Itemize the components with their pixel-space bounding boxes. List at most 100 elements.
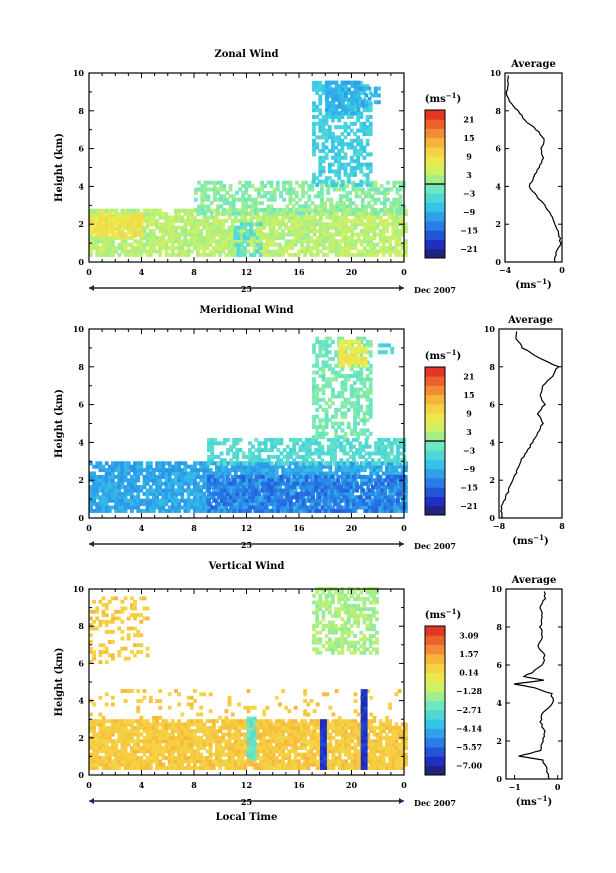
heatmap-cell xyxy=(158,222,163,227)
heatmap-cell xyxy=(164,508,169,513)
heatmap-cell xyxy=(318,118,323,123)
heatmap-cell xyxy=(117,719,122,724)
heatmap-cell xyxy=(254,508,259,513)
heatmap-cell xyxy=(298,197,302,202)
heatmap-cell xyxy=(356,421,360,426)
heatmap-cell xyxy=(98,217,103,221)
heatmap-cell xyxy=(89,461,93,466)
heatmap-cell xyxy=(164,471,169,476)
heatmap-cell xyxy=(203,187,208,192)
heatmap-cell xyxy=(359,387,364,392)
heatmap-cell xyxy=(394,232,399,237)
heatmap-cell xyxy=(359,183,364,187)
heatmap-cell xyxy=(92,766,96,770)
heatmap-cell xyxy=(126,488,131,493)
heatmap-cell xyxy=(222,441,227,446)
heatmap-cell xyxy=(101,213,106,218)
heatmap-cell xyxy=(389,485,394,490)
heatmap-cell xyxy=(350,104,355,109)
heatmap-cell xyxy=(346,374,351,378)
heatmap-cell xyxy=(282,491,287,496)
heatmap-cell xyxy=(320,505,325,510)
heatmap-cell xyxy=(341,356,346,361)
heatmap-cell xyxy=(396,437,400,442)
heatmap-cell xyxy=(287,212,292,217)
heatmap-cell xyxy=(104,227,109,232)
heatmap-cell xyxy=(347,471,352,476)
heatmap-cell xyxy=(383,458,388,463)
heatmap-cell xyxy=(318,159,323,164)
heatmap-cell xyxy=(312,215,317,220)
heatmap-cell xyxy=(92,481,96,486)
heatmap-cell xyxy=(123,505,128,510)
heatmap-cell xyxy=(183,235,188,240)
heatmap-cell xyxy=(230,464,235,469)
heatmap-cell xyxy=(104,208,109,213)
heatmap-cell xyxy=(374,478,378,483)
heatmap-cell xyxy=(316,204,321,209)
heatmap-cell xyxy=(267,495,271,500)
heatmap-cell xyxy=(341,80,345,85)
heatmap-cell xyxy=(208,239,213,244)
heatmap-cell xyxy=(177,471,181,476)
heatmap-cell xyxy=(167,495,172,500)
heatmap-cell xyxy=(337,118,342,123)
heatmap-cell xyxy=(321,121,326,126)
heatmap-cell xyxy=(346,142,351,147)
heatmap-cell xyxy=(136,498,141,503)
y-tick-label: 8 xyxy=(78,362,84,372)
heatmap-cell xyxy=(243,218,248,223)
heatmap-cell xyxy=(252,215,257,220)
heatmap-cell xyxy=(296,232,301,237)
heatmap-cell xyxy=(379,184,384,189)
heatmap-cell xyxy=(216,180,220,185)
heatmap-cell xyxy=(373,211,378,216)
heatmap-cell xyxy=(359,408,364,412)
heatmap-cell xyxy=(340,421,345,426)
heatmap-cell xyxy=(158,461,163,466)
heatmap-cell xyxy=(186,215,191,220)
heatmap-cell xyxy=(98,213,103,218)
heatmap-cell xyxy=(152,502,156,507)
heatmap-cell xyxy=(334,115,338,119)
heatmap-cell xyxy=(256,225,260,230)
heatmap-cell xyxy=(309,239,314,244)
heatmap-cell xyxy=(389,481,394,486)
heatmap-cell xyxy=(240,218,244,223)
heatmap-cell xyxy=(230,218,235,223)
heatmap-cell xyxy=(193,488,197,493)
heatmap-cell xyxy=(374,485,378,490)
heatmap-cell xyxy=(101,729,106,734)
heatmap-cell xyxy=(142,502,147,507)
heatmap-cell xyxy=(373,180,378,185)
heatmap-cell xyxy=(365,408,370,412)
colorbar-segment xyxy=(425,376,445,386)
heatmap-cell xyxy=(394,215,399,220)
heatmap-cell xyxy=(341,222,345,227)
heatmap-cell xyxy=(211,235,216,240)
heatmap-cell xyxy=(142,474,147,479)
heatmap-cell xyxy=(240,464,244,469)
heatmap-cell xyxy=(337,222,342,227)
heatmap-cell xyxy=(356,414,360,419)
heatmap-cell xyxy=(362,431,367,436)
heatmap-cell xyxy=(333,461,337,466)
heatmap-cell xyxy=(304,481,309,486)
heatmap-cell xyxy=(404,252,408,257)
heatmap-cell xyxy=(89,739,93,744)
heatmap-cell xyxy=(270,488,274,493)
heatmap-cell xyxy=(296,464,301,469)
heatmap-cell xyxy=(202,222,207,227)
heatmap-cell xyxy=(158,215,163,220)
heatmap-cell xyxy=(358,86,362,91)
heatmap-cell xyxy=(237,468,241,473)
heatmap-cell xyxy=(180,474,185,479)
heatmap-cell xyxy=(334,229,339,234)
heatmap-cell xyxy=(263,444,268,449)
heatmap-cell xyxy=(206,194,211,199)
heatmap-cell xyxy=(330,437,334,442)
heatmap-cell xyxy=(393,441,397,446)
heatmap-cell xyxy=(315,104,320,109)
panel-title: Meridional Wind xyxy=(199,305,293,316)
heatmap-cell xyxy=(339,491,344,496)
